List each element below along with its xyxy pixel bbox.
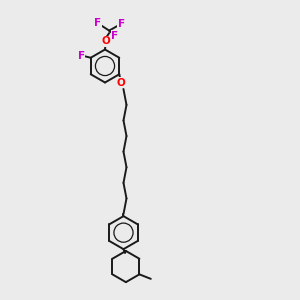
Text: F: F <box>118 19 125 29</box>
Text: F: F <box>94 18 101 28</box>
Text: F: F <box>77 51 85 61</box>
Text: F: F <box>111 31 118 41</box>
Text: O: O <box>116 78 125 88</box>
Text: O: O <box>101 36 110 46</box>
